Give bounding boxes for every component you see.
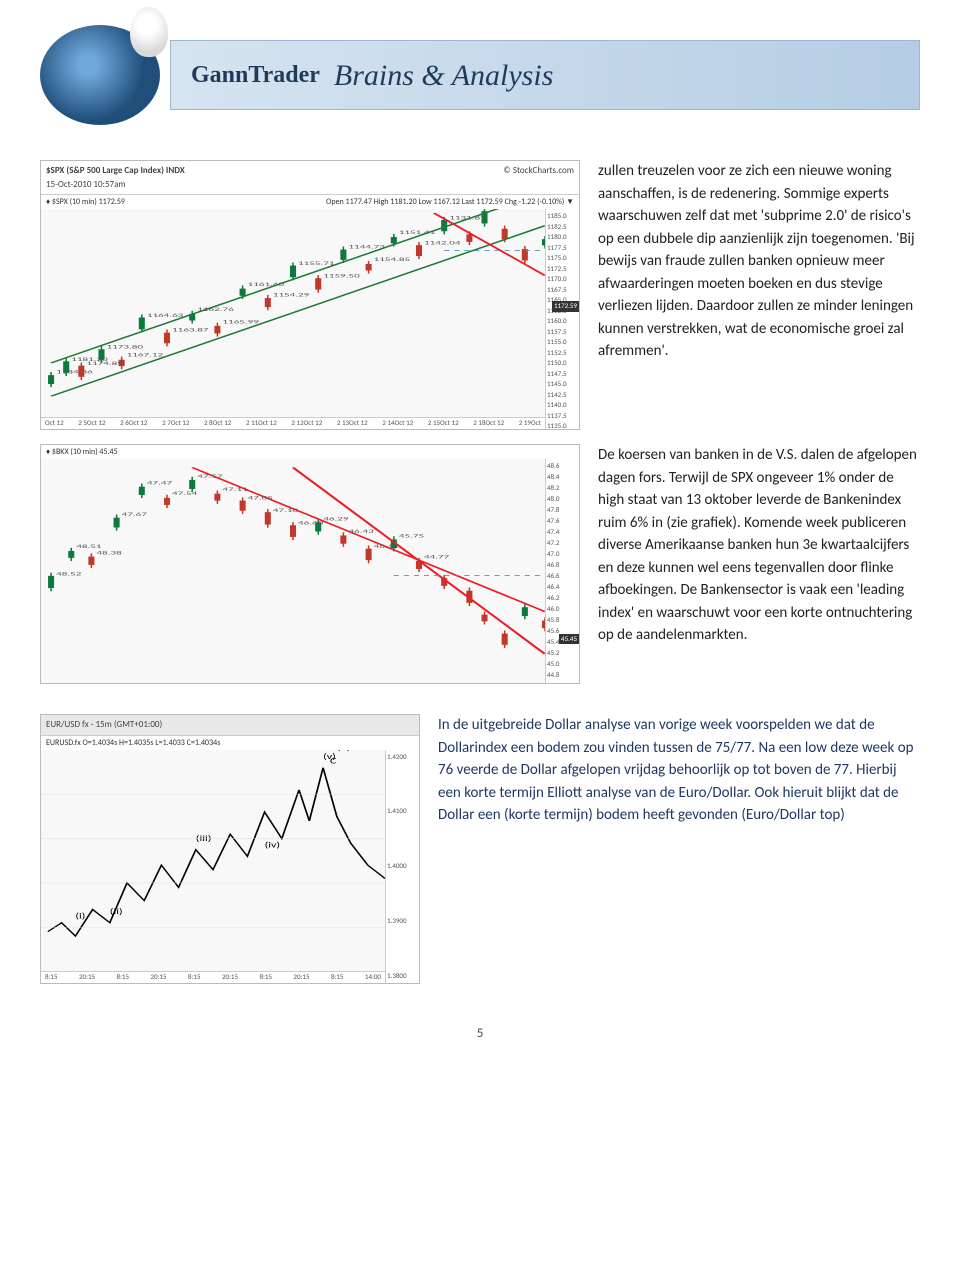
svg-text:45.75: 45.75 xyxy=(399,534,424,539)
page-header: GannTrader Brains & Analysis xyxy=(40,20,920,130)
svg-text:(iv): (iv) xyxy=(265,839,280,849)
svg-text:1162.76: 1162.76 xyxy=(197,307,233,312)
svg-text:1184.36: 1184.36 xyxy=(56,370,92,375)
chart-spx: $SPX (S&P 500 Large Cap Index) INDX © St… xyxy=(40,160,580,430)
svg-text:48.38: 48.38 xyxy=(96,551,121,556)
brand-title: GannTrader xyxy=(191,57,320,93)
chart-bkx-yaxis: 48.648.448.248.047.847.647.447.247.046.8… xyxy=(545,459,579,683)
chart-spx-yaxis: 1185.01182.51180.01177.51175.01172.51170… xyxy=(545,209,579,429)
chart-eurusd-plot: (i)(ii)(iii)(iv)(v)(2)C xyxy=(41,750,385,972)
svg-text:46.11: 46.11 xyxy=(374,544,399,549)
chart-eurusd-xaxis: 8:1520:158:1520:158:1520:158:1520:158:15… xyxy=(41,971,385,983)
svg-text:1131.87: 1131.87 xyxy=(449,216,486,221)
lightbulb-icon xyxy=(130,7,168,57)
svg-text:47.54: 47.54 xyxy=(172,491,198,496)
paragraph-2: De koersen van banken in de V.S. dalen d… xyxy=(598,444,920,684)
chart-bkx-price-flag: 45.45 xyxy=(559,634,579,645)
row-eurusd: EUR/USD fx - 15m (GMT+01:00) EURUSD.fx O… xyxy=(40,714,920,984)
paragraph-3: In de uitgebreide Dollar analyse van vor… xyxy=(438,714,920,984)
svg-text:1161.60: 1161.60 xyxy=(248,282,285,287)
svg-text:47.47: 47.47 xyxy=(147,481,173,486)
svg-text:1167.12: 1167.12 xyxy=(127,353,163,358)
title-bar: GannTrader Brains & Analysis xyxy=(170,40,920,110)
svg-text:1154.85: 1154.85 xyxy=(374,257,410,262)
logo-euro-icon xyxy=(40,25,160,125)
svg-text:47.10: 47.10 xyxy=(273,508,299,513)
paragraph-1: zullen treuzelen voor ze zich een nieuwe… xyxy=(598,160,920,430)
svg-text:(2): (2) xyxy=(337,750,350,752)
svg-text:1151.41: 1151.41 xyxy=(399,230,435,235)
svg-text:1144.73: 1144.73 xyxy=(348,245,384,250)
chart-spx-plot: 1184.361181.201174.891173.801167.121164.… xyxy=(41,209,545,417)
chart-spx-stats: ♦ $SPX (10 min) 1172.59 Open 1177.47 Hig… xyxy=(41,195,579,209)
svg-text:1164.63: 1164.63 xyxy=(147,313,183,318)
svg-text:47.05: 47.05 xyxy=(248,495,273,500)
svg-text:47.11: 47.11 xyxy=(222,487,247,492)
svg-text:C: C xyxy=(330,755,337,765)
svg-text:1173.80: 1173.80 xyxy=(107,345,144,350)
svg-text:1163.87: 1163.87 xyxy=(172,328,209,333)
brand-subtitle: Brains & Analysis xyxy=(334,53,553,98)
chart-eurusd: EUR/USD fx - 15m (GMT+01:00) EURUSD.fx O… xyxy=(40,714,420,984)
chart-bkx: ♦ $BKX (10 min) 45.45 48.52 48.51 48.38 47.… xyxy=(40,444,580,684)
chart-eurusd-header: EUR/USD fx - 15m (GMT+01:00) xyxy=(41,715,419,736)
svg-text:44.77: 44.77 xyxy=(424,555,450,560)
row-bkx: ♦ $BKX (10 min) 45.45 48.52 48.51 48.38 47.… xyxy=(40,444,920,684)
svg-text:47.67: 47.67 xyxy=(122,512,148,517)
chart-spx-price-flag: 1172.59 xyxy=(552,301,579,312)
svg-text:(iii): (iii) xyxy=(196,833,212,843)
svg-text:1142.04: 1142.04 xyxy=(424,241,461,246)
svg-text:46.43: 46.43 xyxy=(348,529,373,534)
chart-bkx-stats: ♦ $BKX (10 min) 45.45 xyxy=(41,445,579,459)
chart-spx-header: $SPX (S&P 500 Large Cap Index) INDX © St… xyxy=(41,161,579,195)
svg-text:1174.89: 1174.89 xyxy=(86,361,122,366)
chart-eurusd-yaxis: 1.42001.41001.40001.39001.3800 xyxy=(385,750,419,984)
svg-text:(i): (i) xyxy=(75,910,85,920)
svg-text:48.51: 48.51 xyxy=(76,544,101,549)
svg-text:1155.71: 1155.71 xyxy=(298,261,334,266)
chart-bkx-plot: 48.52 48.51 48.38 47.67 47.47 47.54 47.57 47.11… xyxy=(41,459,545,671)
chart-spx-xaxis: Oct 122 5Oct 122 6Oct 122 7Oct 122 8Oct … xyxy=(41,417,545,429)
svg-text:46.60: 46.60 xyxy=(298,521,324,526)
svg-text:46.29: 46.29 xyxy=(323,517,349,522)
svg-text:1165.99: 1165.99 xyxy=(222,320,258,325)
row-spx: $SPX (S&P 500 Large Cap Index) INDX © St… xyxy=(40,160,920,430)
svg-text:48.52: 48.52 xyxy=(56,572,81,577)
svg-text:47.57: 47.57 xyxy=(197,474,223,479)
svg-text:1159.50: 1159.50 xyxy=(323,274,360,279)
svg-text:(ii): (ii) xyxy=(110,906,123,916)
page-number: 5 xyxy=(40,1024,920,1044)
svg-text:1154.29: 1154.29 xyxy=(273,293,309,298)
chart-eurusd-stats: EURUSD.fx O=1.4034s H=1.4035s L=1.4033 C… xyxy=(41,736,419,750)
